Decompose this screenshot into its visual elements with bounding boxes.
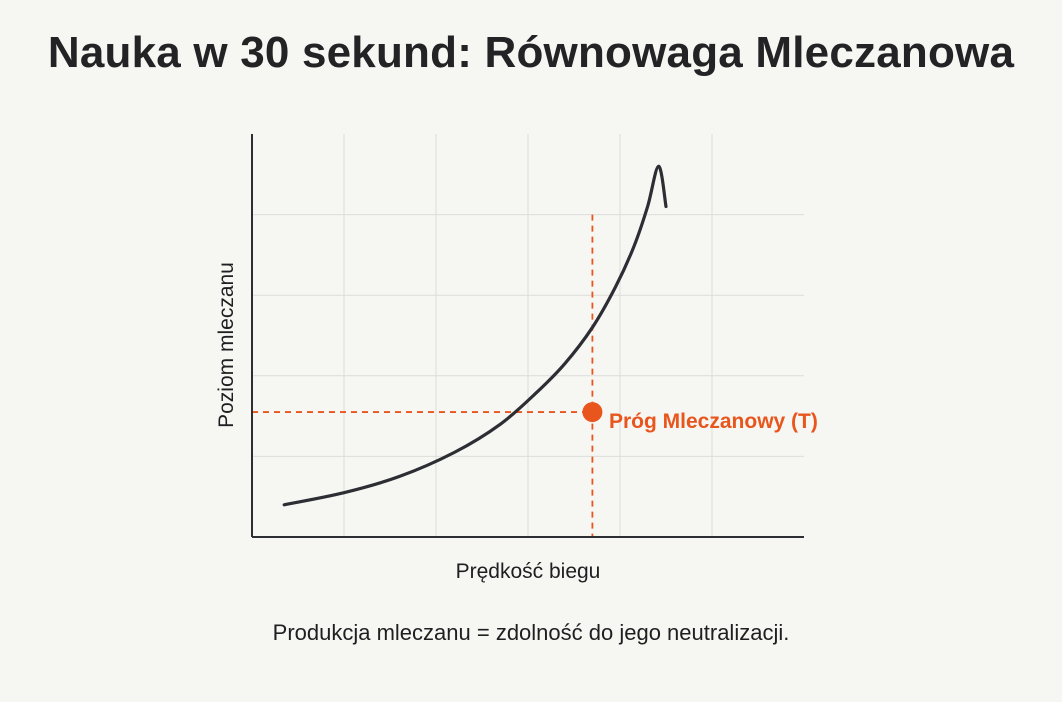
threshold-label: Próg Mleczanowy (T)	[609, 410, 818, 433]
chart-title: Nauka w 30 sekund: Równowaga Mleczanowa	[47, 28, 1015, 77]
lactate-curve	[282, 164, 668, 507]
y-axis-label: Poziom mleczanu	[215, 262, 238, 428]
threshold-guides	[252, 214, 594, 537]
x-axis-label: Prędkość biegu	[456, 560, 601, 583]
caption-text: Produkcja mleczanu = zdolność do jego ne…	[272, 620, 790, 645]
chart-axes	[251, 134, 804, 538]
grid-lines	[252, 134, 804, 537]
chart-labels: Prędkość biegu Poziom mleczanu Próg Mlec…	[215, 262, 818, 583]
threshold-point	[582, 402, 603, 423]
lactate-series	[282, 164, 668, 507]
